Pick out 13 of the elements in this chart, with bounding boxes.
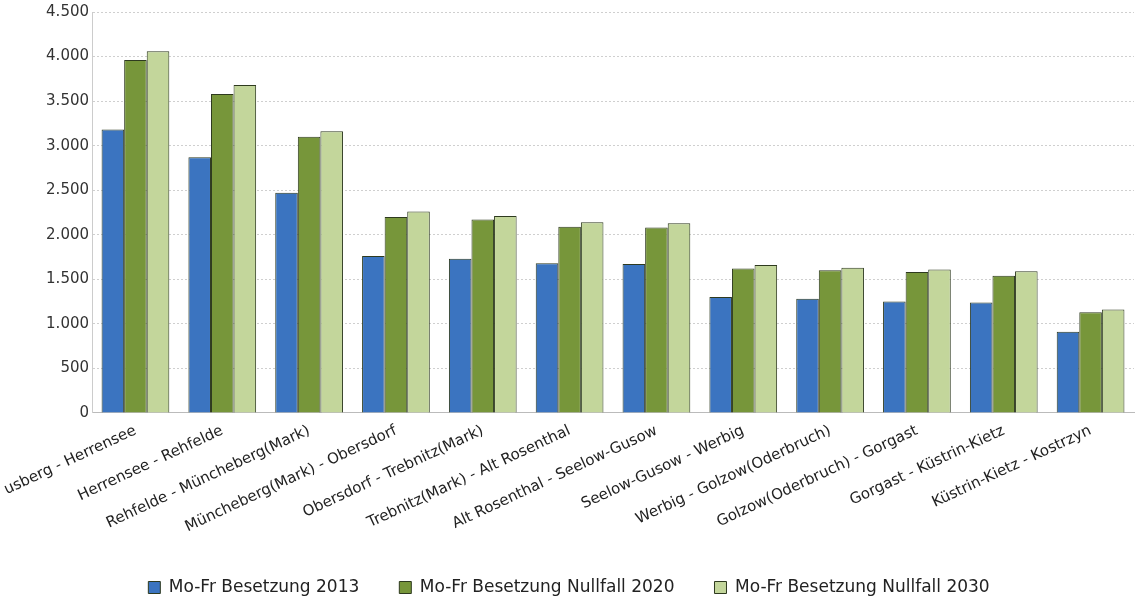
y-tick-label: 500	[60, 358, 90, 377]
y-tick-label: 1.000	[46, 313, 90, 332]
y-tick-label: 2.500	[46, 180, 90, 199]
y-tick-label: 3.000	[46, 135, 90, 154]
legend-label: Mo-Fr Besetzung Nullfall 2030	[734, 575, 990, 596]
y-tick-label: 0	[79, 402, 90, 421]
legend-label: Mo-Fr Besetzung 2013	[168, 575, 360, 596]
y-tick-label: 2.000	[46, 224, 90, 243]
legend-label: Mo-Fr Besetzung Nullfall 2020	[419, 575, 675, 596]
y-tick-label: 3.500	[46, 90, 90, 109]
y-tick-label: 1.500	[46, 269, 90, 288]
y-tick-label: 4.500	[46, 1, 90, 20]
y-tick-label: 4.000	[46, 46, 90, 65]
